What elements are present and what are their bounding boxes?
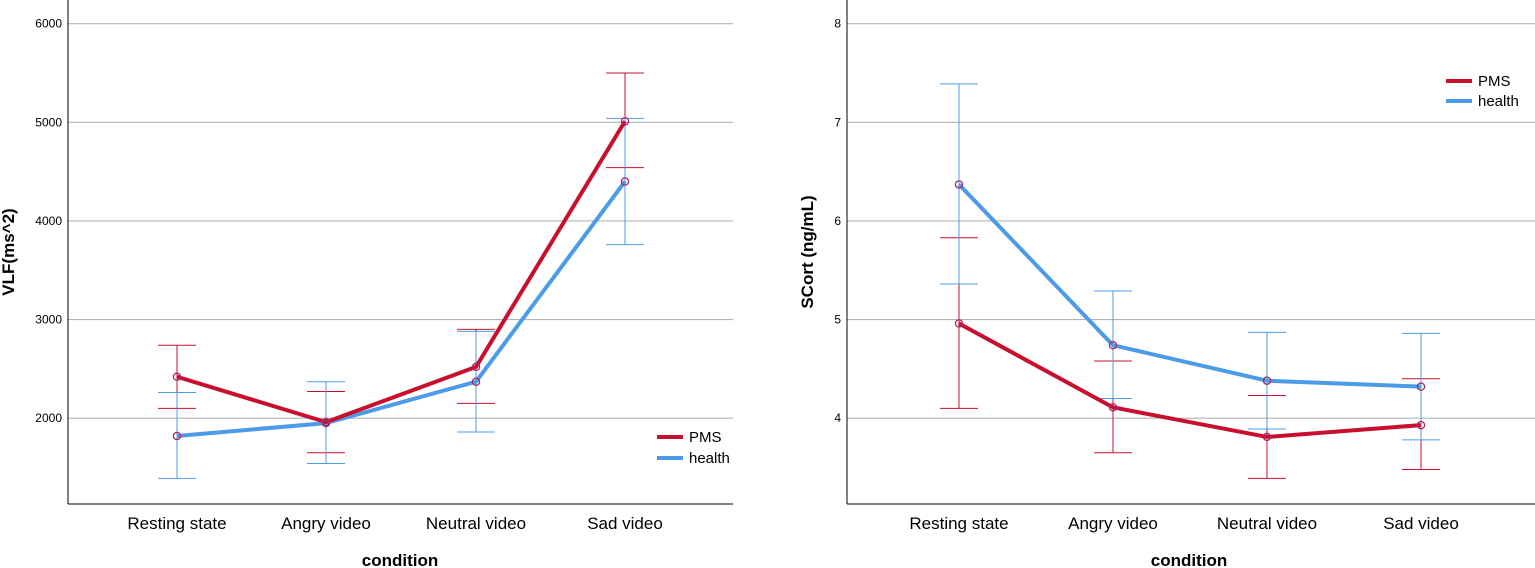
vlf-chart: 2000 3000 4000 5000 6000 Resting state Angry … xyxy=(0,0,733,568)
vlf-y-tick-label: 6000 xyxy=(35,17,62,31)
scort-health-point xyxy=(1108,340,1118,350)
vlf-y-tick-label: 2000 xyxy=(35,411,62,425)
vlf-y-tick-label: 4000 xyxy=(35,214,62,228)
vlf-series xyxy=(158,72,644,479)
scort-health-line xyxy=(957,183,1422,389)
vlf-pms-point xyxy=(471,362,481,372)
vlf-x-axis-title: condition xyxy=(362,551,438,568)
vlf-pms-point xyxy=(172,372,182,382)
vlf-y-tick-label: 5000 xyxy=(35,115,62,129)
scort-y-ticks: 4 5 6 7 8 xyxy=(834,17,841,426)
scort-pms-line xyxy=(958,321,1422,439)
vlf-x-categories: Resting state Angry video Neutral video Sad… xyxy=(127,514,662,533)
scort-y-tick-label: 5 xyxy=(834,313,841,327)
scort-y-axis-title: SCort (ng/mL) xyxy=(798,195,817,308)
vlf-pms-line xyxy=(176,120,627,425)
scort-legend-label-pms: PMS xyxy=(1478,73,1511,90)
scort-y-tick-label: 7 xyxy=(834,115,841,129)
scort-legend-label-health: health xyxy=(1478,93,1519,110)
vlf-legend-label-health: health xyxy=(689,450,730,467)
vlf-x-tick-label: Resting state xyxy=(127,514,226,533)
scort-pms-point xyxy=(954,319,964,328)
vlf-health-point xyxy=(620,177,630,186)
scort-x-tick-label: Resting state xyxy=(909,514,1008,533)
scort-y-tick-label: 8 xyxy=(834,17,841,31)
scort-legend: PMS health xyxy=(1446,73,1519,110)
vlf-gridlines xyxy=(68,23,733,419)
scort-axes xyxy=(846,0,1535,505)
scort-x-categories: Resting state Angry video Neutral video Sad… xyxy=(909,514,1458,533)
scort-pms-point xyxy=(1416,420,1426,430)
scort-x-tick-label: Sad video xyxy=(1383,514,1459,533)
scort-pms-point xyxy=(1262,432,1272,442)
scort-x-tick-label: Neutral video xyxy=(1217,514,1317,533)
vlf-x-tick-label: Angry video xyxy=(281,514,371,533)
vlf-y-ticks: 2000 3000 4000 5000 6000 xyxy=(35,17,62,426)
scort-health-error-bar xyxy=(940,83,978,285)
scort-series xyxy=(940,83,1440,479)
vlf-health-line xyxy=(176,180,627,438)
vlf-pms-point xyxy=(620,117,630,126)
vlf-health-point xyxy=(471,377,481,386)
vlf-legend-label-pms: PMS xyxy=(689,429,722,446)
scort-y-tick-label: 6 xyxy=(834,214,841,228)
vlf-x-tick-label: Sad video xyxy=(587,514,663,533)
scort-y-tick-label: 4 xyxy=(834,411,841,425)
scort-health-point xyxy=(1262,376,1272,385)
scort-pms-point xyxy=(1108,403,1118,412)
scort-gridlines xyxy=(847,23,1535,419)
scort-chart: 4 5 6 7 8 Resting state Angry video Neutral vi… xyxy=(798,0,1535,568)
vlf-axes xyxy=(67,0,733,505)
scort-health-point xyxy=(954,180,964,189)
vlf-y-axis-title: VLF(ms^2) xyxy=(0,208,18,295)
vlf-health-point xyxy=(321,418,331,428)
scort-x-tick-label: Angry video xyxy=(1068,514,1158,533)
vlf-y-tick-label: 3000 xyxy=(35,313,62,327)
vlf-x-tick-label: Neutral video xyxy=(426,514,526,533)
vlf-health-point xyxy=(172,431,182,441)
scort-health-point xyxy=(1416,382,1426,391)
scort-x-axis-title: condition xyxy=(1151,551,1227,568)
vlf-legend: PMS health xyxy=(657,429,730,467)
